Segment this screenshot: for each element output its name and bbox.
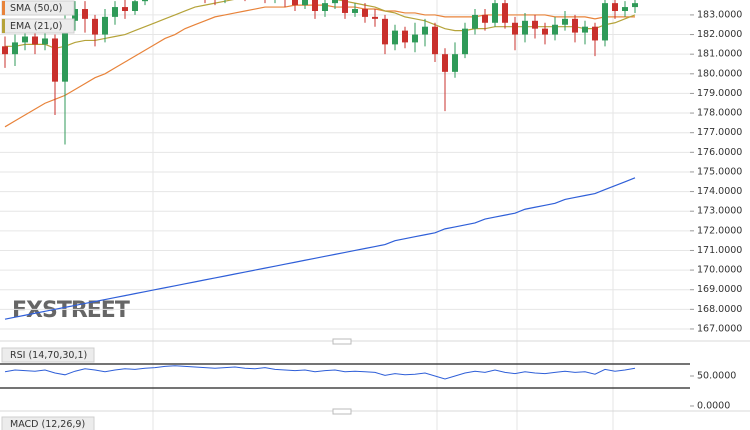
candle-body: [492, 3, 498, 23]
y-tick-label: 176.0000: [697, 147, 742, 158]
candle-body: [632, 3, 638, 8]
candle-body: [512, 22, 518, 35]
y-tick-label: 0.0000: [697, 400, 730, 411]
y-tick-label: 170.0000: [697, 265, 742, 276]
candle-body: [292, 0, 298, 6]
candle-body: [302, 0, 308, 6]
y-tick-label: 167.0000: [697, 323, 742, 334]
indicator-line: [4, 177, 636, 320]
candle-body: [2, 46, 8, 55]
candle-body: [452, 54, 458, 72]
y-tick-label: 171.0000: [697, 245, 742, 256]
candle-body: [442, 54, 448, 72]
candle-body: [312, 0, 318, 11]
candle-body: [342, 0, 348, 13]
y-tick-label: 181.0000: [697, 49, 742, 60]
candle-body: [372, 16, 378, 19]
candle-body: [552, 24, 558, 35]
watermark: FXSTREET: [12, 298, 130, 323]
candle-body: [72, 9, 78, 21]
candle-body: [362, 9, 368, 17]
candle-body: [332, 0, 338, 4]
candle-body: [112, 7, 118, 17]
candle-body: [412, 34, 418, 43]
candle-body: [102, 16, 108, 35]
candle-body: [132, 1, 138, 11]
resize-handle[interactable]: [332, 338, 352, 345]
y-tick-label: 173.0000: [697, 206, 742, 217]
y-tick-label: 177.0000: [697, 127, 742, 138]
y-tick-label: 175.0000: [697, 166, 742, 177]
candle-body: [392, 30, 398, 45]
resize-handle[interactable]: [332, 408, 352, 415]
y-tick-label: 50.0000: [697, 371, 736, 382]
label-text: MACD (12,26,9): [10, 419, 85, 430]
label-text: EMA (21,0): [10, 21, 62, 32]
candle-body: [522, 20, 528, 35]
label-box: [1, 416, 95, 430]
label-box: [1, 347, 95, 363]
candle-body: [62, 20, 68, 82]
candle-body: [422, 26, 428, 35]
label-text: RSI (14,70,30,1): [10, 350, 87, 361]
candle-body: [22, 36, 28, 43]
candle-body: [352, 9, 358, 13]
candle-body: [82, 9, 88, 19]
candle-body: [402, 30, 408, 43]
candle-body: [602, 3, 608, 41]
candle-body: [622, 7, 628, 11]
candle-body: [612, 3, 618, 11]
candle-body: [592, 26, 598, 41]
candle-body: [482, 14, 488, 23]
candle-body: [502, 3, 508, 23]
y-tick-label: 174.0000: [697, 186, 742, 197]
y-tick-label: 182.0000: [697, 29, 742, 40]
candle-body: [52, 38, 58, 82]
candle-body: [432, 26, 438, 55]
y-tick-label: 178.0000: [697, 108, 742, 119]
candle-body: [562, 18, 568, 25]
candle-body: [572, 18, 578, 33]
y-tick-label: 168.0000: [697, 304, 742, 315]
candle-body: [12, 42, 18, 55]
rsi-plot: [0, 363, 690, 389]
candle-body: [42, 38, 48, 45]
y-tick-label: 183.0000: [697, 9, 742, 20]
candle-body: [582, 26, 588, 33]
indicator-line: [4, 365, 636, 380]
label-swatch: [2, 1, 5, 15]
indicator-label: SMA (50,0): [1, 0, 75, 16]
candle-body: [532, 20, 538, 29]
y-tick-label: 179.0000: [697, 88, 742, 99]
candle-body: [122, 7, 128, 11]
candle-body: [92, 18, 98, 35]
y-tick-label: 180.0000: [697, 68, 742, 79]
label-swatch: [2, 19, 5, 33]
candle-body: [472, 14, 478, 29]
candle-body: [322, 3, 328, 11]
indicator-labels: SMA (50,0) EMA (21,0) RSI (14,70,30,1) MACD…: [1, 0, 95, 430]
indicator-label: EMA (21,0): [1, 18, 75, 34]
label-text: SMA (50,0): [10, 3, 62, 14]
candle-body: [382, 18, 388, 45]
y-tick-label: 172.0000: [697, 225, 742, 236]
price-plot: [0, 0, 690, 330]
indicator-line: [5, 0, 636, 49]
candle-body: [542, 28, 548, 35]
y-tick-label: 169.0000: [697, 284, 742, 295]
indicator-line: [4, 4, 635, 128]
candle-body: [32, 36, 38, 45]
vertical-grid: [152, 0, 614, 430]
candle-body: [142, 0, 148, 2]
price-axis: 167.0000 168.0000 169.0000 170.0000 171.0000…: [690, 9, 742, 411]
candle-body: [462, 28, 468, 55]
